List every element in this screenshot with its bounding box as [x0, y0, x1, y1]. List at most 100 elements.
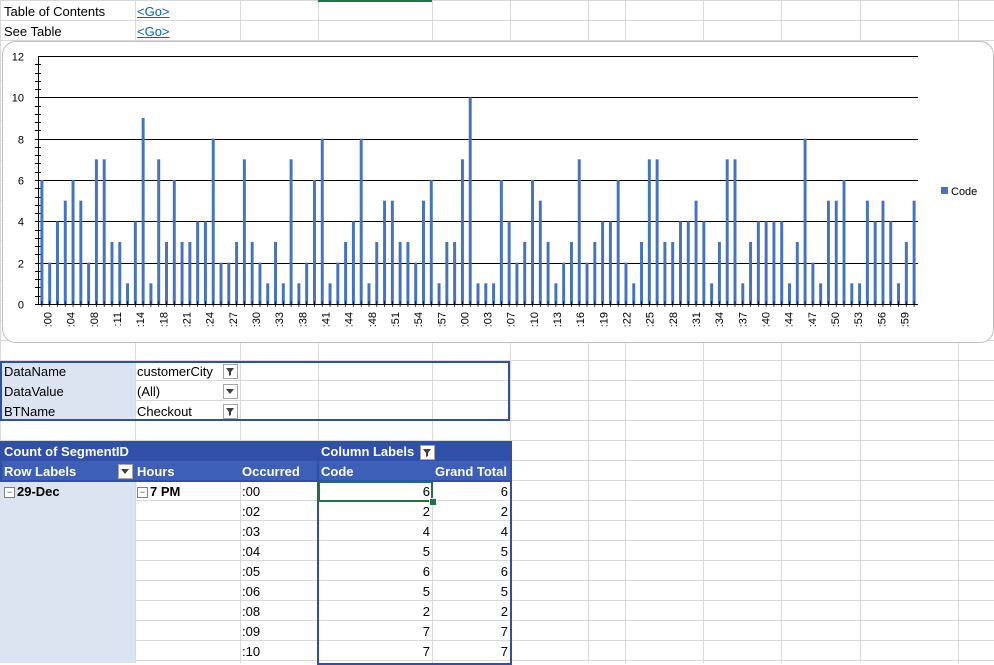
chart-bar[interactable] — [608, 221, 612, 304]
grand-total-cell[interactable]: 7 — [500, 624, 508, 639]
chart-bar[interactable] — [172, 180, 176, 304]
grand-total-cell[interactable]: 5 — [500, 544, 508, 559]
grand-total-cell[interactable]: 4 — [500, 524, 508, 539]
grand-total-cell[interactable]: 5 — [500, 584, 508, 599]
chart-bar[interactable] — [297, 283, 301, 304]
occurred-cell[interactable]: :10 — [242, 644, 261, 659]
chart-bar[interactable] — [336, 262, 340, 304]
chart-bar[interactable] — [180, 242, 184, 304]
filter-icon[interactable] — [223, 364, 238, 379]
legend-label[interactable]: Code — [951, 186, 977, 198]
chart-bar[interactable] — [196, 221, 200, 304]
chart-bar[interactable] — [889, 221, 893, 304]
column-labels-filter-icon[interactable] — [419, 445, 435, 460]
chart-bar[interactable] — [585, 262, 589, 304]
filter-value[interactable]: Checkout — [137, 404, 192, 419]
chart-bar[interactable] — [367, 283, 371, 304]
pivot-chart[interactable]: 0 2 4 6 8 10 12:00:04:08:11:14:18:21:24:27:30:… — [2, 41, 994, 343]
code-count-cell[interactable]: 5 — [422, 584, 430, 599]
chart-bar[interactable] — [258, 262, 262, 304]
chart-bar[interactable] — [476, 283, 480, 304]
chart-bar[interactable] — [165, 242, 168, 304]
chart-bar[interactable] — [235, 242, 239, 304]
chart-bar[interactable] — [149, 283, 153, 304]
see-table-go-link[interactable]: <Go> — [137, 24, 170, 39]
chart-bar[interactable] — [686, 221, 690, 304]
chart-bar[interactable] — [772, 221, 776, 304]
chart-bar[interactable] — [71, 180, 75, 304]
chart-bar[interactable] — [305, 262, 309, 304]
column-labels-header[interactable]: Column Labels — [321, 442, 435, 462]
chart-bar[interactable] — [788, 283, 791, 304]
row-labels-header[interactable]: Row Labels — [4, 464, 77, 479]
chart-bar[interactable] — [562, 262, 566, 304]
chart-bar[interactable] — [94, 159, 98, 304]
code-count-cell[interactable]: 2 — [422, 504, 430, 519]
chart-bar[interactable] — [48, 262, 52, 304]
occurred-cell[interactable]: :04 — [242, 544, 261, 559]
chart-bar[interactable] — [126, 283, 130, 304]
occurred-cell[interactable]: :00 — [242, 484, 261, 499]
chart-bar[interactable] — [803, 138, 807, 304]
chart-bar[interactable] — [188, 242, 192, 304]
chart-bar[interactable] — [826, 200, 830, 304]
chart-bar[interactable] — [717, 242, 721, 304]
chart-bar[interactable] — [102, 159, 106, 304]
chart-bar[interactable] — [312, 180, 316, 304]
code-count-cell[interactable]: 6 — [422, 564, 430, 579]
dropdown-icon[interactable] — [223, 384, 238, 399]
chart-bar[interactable] — [344, 242, 348, 304]
chart-bar[interactable] — [320, 138, 324, 304]
chart-bar[interactable] — [663, 242, 667, 304]
chart-bar[interactable] — [655, 159, 659, 304]
chart-bar[interactable] — [383, 200, 387, 304]
chart-bar[interactable] — [429, 180, 433, 304]
code-count-cell[interactable]: 6 — [422, 484, 430, 499]
chart-bar[interactable] — [601, 221, 605, 304]
chart-bar[interactable] — [445, 242, 449, 304]
chart-bar[interactable] — [499, 180, 503, 304]
occurred-cell[interactable]: :08 — [242, 604, 261, 619]
chart-bar[interactable] — [453, 242, 457, 304]
chart-bar[interactable] — [624, 262, 628, 304]
occurred-cell[interactable]: :03 — [242, 524, 261, 539]
hours-header[interactable]: Hours — [137, 464, 175, 479]
chart-bar[interactable] — [414, 262, 418, 304]
occurred-header[interactable]: Occurred — [242, 464, 300, 479]
grand-total-cell[interactable]: 2 — [500, 504, 508, 519]
chart-bar[interactable] — [904, 242, 908, 304]
chart-bar[interactable] — [351, 221, 355, 304]
code-header[interactable]: Code — [321, 464, 354, 479]
chart-bar[interactable] — [593, 242, 597, 304]
chart-bar[interactable] — [63, 200, 67, 304]
chart-bar[interactable] — [515, 262, 519, 304]
code-count-cell[interactable]: 5 — [422, 544, 430, 559]
chart-bar[interactable] — [289, 159, 293, 304]
chart-bar[interactable] — [531, 180, 534, 304]
chart-bar[interactable] — [647, 159, 651, 304]
chart-bar[interactable] — [616, 180, 620, 304]
chart-bar[interactable] — [850, 283, 854, 304]
chart-bar[interactable] — [460, 159, 464, 304]
grand-total-cell[interactable]: 6 — [500, 484, 508, 499]
code-count-cell[interactable]: 4 — [422, 524, 430, 539]
chart-bar[interactable] — [468, 97, 472, 304]
collapse-icon[interactable]: − — [137, 487, 148, 498]
chart-bar[interactable] — [507, 221, 511, 304]
chart-bar[interactable] — [554, 283, 558, 304]
chart-bar[interactable] — [538, 200, 542, 304]
chart-bar[interactable] — [733, 159, 737, 304]
filter-icon[interactable] — [223, 404, 238, 419]
hour-row-label[interactable]: −7 PM — [137, 482, 180, 502]
chart-bar[interactable] — [398, 242, 402, 304]
chart-bar[interactable] — [110, 242, 114, 304]
chart-bar[interactable] — [157, 159, 161, 304]
chart-bar[interactable] — [242, 159, 246, 304]
chart-bar[interactable] — [842, 180, 846, 304]
chart-bar[interactable] — [219, 262, 223, 304]
chart-bar[interactable] — [546, 242, 550, 304]
chart-bar[interactable] — [359, 138, 363, 304]
chart-bar[interactable] — [133, 221, 137, 304]
chart-bar[interactable] — [912, 200, 916, 304]
chart-bar[interactable] — [640, 242, 644, 304]
